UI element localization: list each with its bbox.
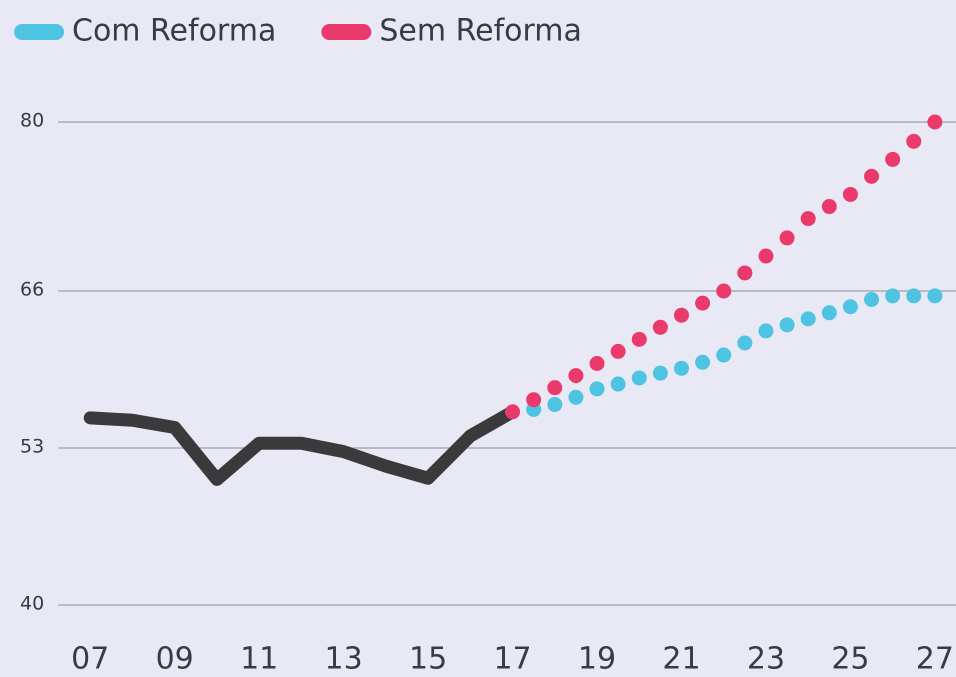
dot [673,360,689,376]
dot [652,319,668,335]
dot [505,404,521,420]
dot [842,299,858,315]
dot [610,376,626,392]
dot [758,323,774,339]
x-tick-label: 13 [325,642,363,677]
legend-label: Com Reforma [72,14,276,49]
dot [737,265,753,281]
dot [547,380,563,396]
y-tick-label: 80 [20,110,44,132]
legend-swatch [321,24,372,40]
x-tick-label: 09 [156,642,194,677]
dot [800,211,816,227]
dot [821,305,837,321]
dot [779,230,795,246]
dot [737,335,753,351]
x-tick-label: 23 [747,642,785,677]
dot [842,186,858,202]
dot [631,370,647,386]
x-tick-label: 07 [71,642,109,677]
x-tick-label: 27 [916,642,954,677]
dot [758,248,774,264]
x-tick-label: 15 [409,642,447,677]
line-series [83,405,520,486]
dot [821,199,837,215]
y-tick-label: 66 [20,279,44,301]
dot [589,381,605,397]
dot [885,151,901,167]
dot [695,354,711,370]
dot [885,288,901,304]
dot [906,133,922,149]
legend-swatch [14,24,64,40]
dot [673,307,689,323]
dot [568,389,584,405]
dot [610,343,626,359]
dot [526,392,542,408]
dot [864,168,880,184]
dot [906,288,922,304]
legend-label: Sem Reforma [379,14,582,49]
x-tick-label: 11 [240,642,278,677]
y-tick-label: 53 [20,436,44,458]
dot [589,356,605,371]
x-tick-label: 21 [662,642,700,677]
dot [927,114,943,130]
dot [631,331,647,347]
dot [779,317,795,333]
x-tick-label: 17 [493,642,531,677]
dot [800,311,816,327]
dot [547,397,563,413]
dot [716,347,732,363]
dot [864,292,880,308]
x-tick-label: 25 [831,642,869,677]
x-tick-label: 19 [578,642,616,677]
dot [568,368,584,384]
dot [716,283,732,299]
dot [652,365,668,381]
dot [695,295,711,311]
dot [927,288,943,304]
y-tick-label: 40 [20,593,44,615]
